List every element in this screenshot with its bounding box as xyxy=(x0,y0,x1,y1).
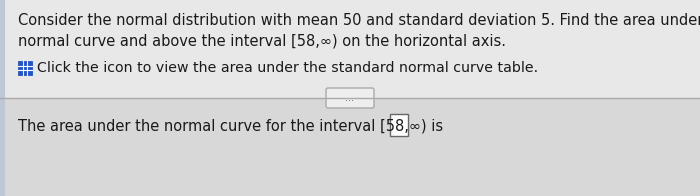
Text: Consider the normal distribution with mean 50 and standard deviation 5. Find the: Consider the normal distribution with me… xyxy=(18,13,700,28)
Bar xyxy=(18,61,32,75)
Text: normal curve and above the interval [58,∞) on the horizontal axis.: normal curve and above the interval [58,… xyxy=(18,33,506,48)
Bar xyxy=(0,0,5,196)
Bar xyxy=(0,0,700,98)
Bar xyxy=(0,98,700,196)
Text: The area under the normal curve for the interval [58,∞) is: The area under the normal curve for the … xyxy=(18,119,443,133)
Text: ...: ... xyxy=(346,93,354,103)
Bar xyxy=(390,114,408,136)
Text: Click the icon to view the area under the standard normal curve table.: Click the icon to view the area under th… xyxy=(37,61,538,75)
FancyBboxPatch shape xyxy=(326,88,374,108)
